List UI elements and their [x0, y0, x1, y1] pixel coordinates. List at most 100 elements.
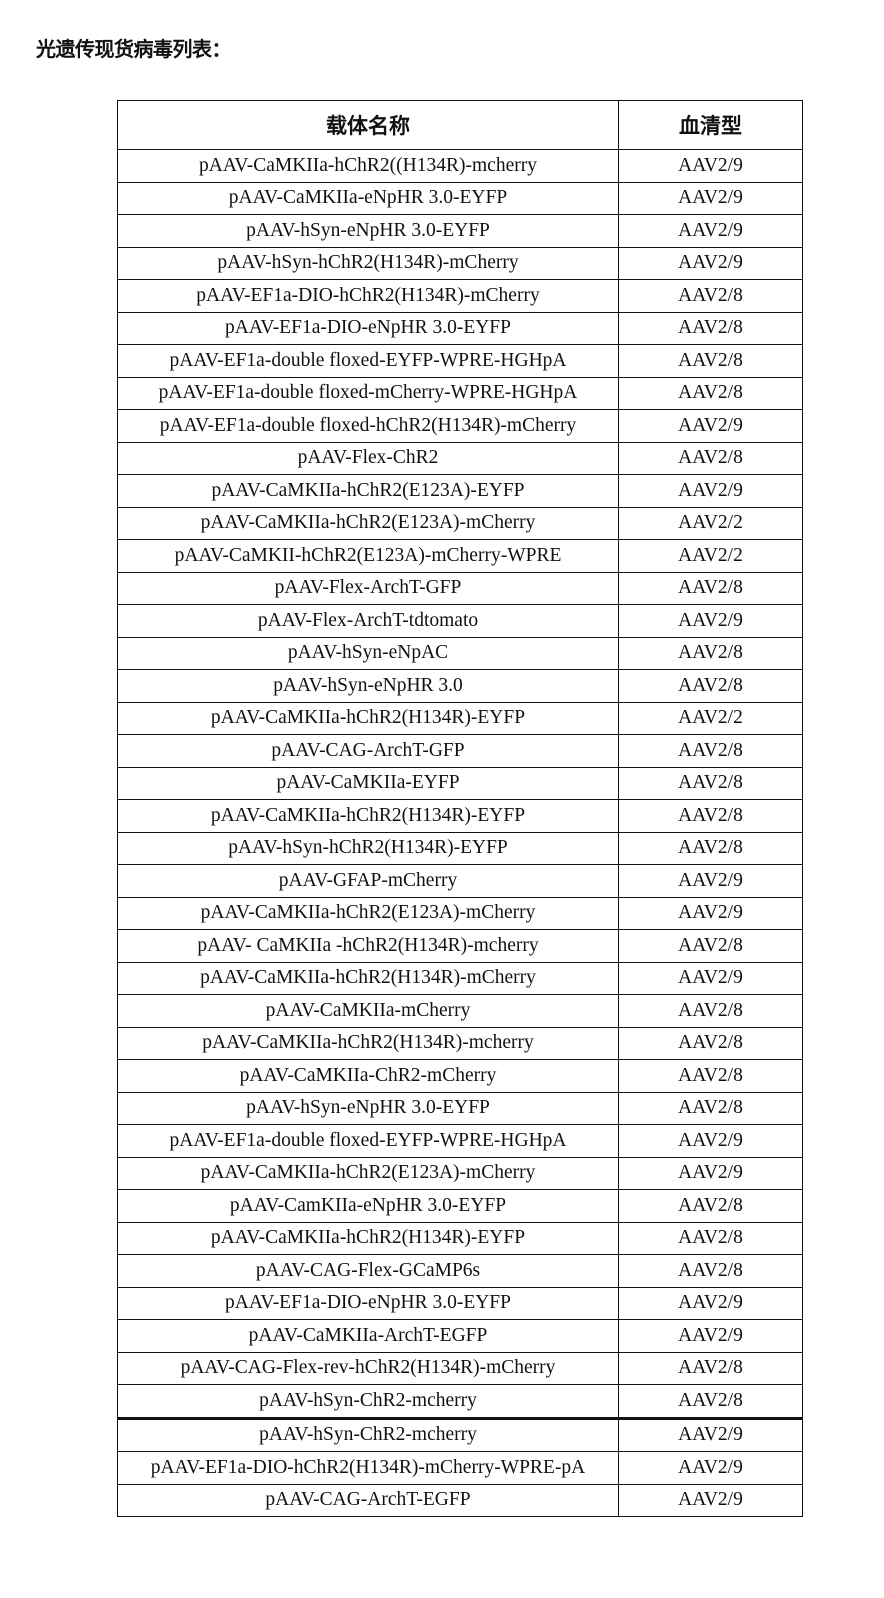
- table-row: pAAV-CAG-ArchT-GFP AAV2/8: [117, 734, 803, 768]
- table-row: pAAV-CaMKIIa-hChR2(H134R)-mCherry AAV2/9: [117, 961, 803, 995]
- vector-name-cell: pAAV-CamKIIa-eNpHR 3.0-EYFP: [117, 1189, 619, 1223]
- serotype-cell: AAV2/8: [618, 1189, 803, 1223]
- table-row: pAAV-CaMKIIa-hChR2(E123A)-mCherry AAV2/9: [117, 896, 803, 930]
- serotype-cell: AAV2/8: [618, 1026, 803, 1060]
- vector-name-cell: pAAV-GFAP-mCherry: [117, 864, 619, 898]
- vector-name-cell: pAAV-CaMKIIa-hChR2(H134R)-EYFP: [117, 701, 619, 735]
- vector-name-cell: pAAV-EF1a-double floxed-mCherry-WPRE-HGH…: [117, 376, 619, 410]
- table-row: pAAV- CaMKIIa -hChR2(H134R)-mcherry AAV2/…: [117, 929, 803, 963]
- table-row: pAAV-Flex-ArchT-tdtomato AAV2/9: [117, 604, 803, 638]
- table-row: pAAV-hSyn-eNpHR 3.0 AAV2/8: [117, 669, 803, 703]
- serotype-cell: AAV2/9: [618, 246, 803, 280]
- serotype-cell: AAV2/8: [618, 441, 803, 475]
- table-row: pAAV-CAG-Flex-rev-hChR2(H134R)-mCherry AA…: [117, 1351, 803, 1385]
- vector-name-cell: pAAV-Flex-ArchT-tdtomato: [117, 604, 619, 638]
- table-row: pAAV-CaMKIIa-hChR2(E123A)-mCherry AAV2/2: [117, 506, 803, 540]
- vector-name-cell: pAAV-EF1a-double floxed-EYFP-WPRE-HGHpA: [117, 1124, 619, 1158]
- serotype-cell: AAV2/8: [618, 344, 803, 378]
- serotype-cell: AAV2/9: [618, 604, 803, 638]
- table-row: pAAV-CaMKII-hChR2(E123A)-mCherry-WPRE AAV…: [117, 539, 803, 573]
- serotype-cell: AAV2/8: [618, 279, 803, 313]
- serotype-cell: AAV2/8: [618, 734, 803, 768]
- table-row: pAAV-CAG-Flex-GCaMP6s AAV2/8: [117, 1254, 803, 1288]
- vector-name-cell: pAAV-Flex-ArchT-GFP: [117, 571, 619, 605]
- vector-name-cell: pAAV-EF1a-DIO-eNpHR 3.0-EYFP: [117, 1286, 619, 1320]
- vector-name-cell: pAAV-hSyn-eNpAC: [117, 636, 619, 670]
- vector-name-cell: pAAV-CaMKIIa-hChR2(E123A)-mCherry: [117, 896, 619, 930]
- table-row: pAAV-CamKIIa-eNpHR 3.0-EYFP AAV2/8: [117, 1189, 803, 1223]
- vector-name-cell: pAAV-CaMKIIa-ChR2-mCherry: [117, 1059, 619, 1093]
- table-row: pAAV-CaMKIIa-hChR2(E123A)-mCherry AAV2/9: [117, 1156, 803, 1190]
- table-row: pAAV-EF1a-double floxed-EYFP-WPRE-HGHpA A…: [117, 1124, 803, 1158]
- vector-name-cell: pAAV-CaMKIIa-mCherry: [117, 994, 619, 1028]
- vector-name-cell: pAAV-CaMKIIa-hChR2(H134R)-mCherry: [117, 961, 619, 995]
- vector-name-cell: pAAV-EF1a-DIO-eNpHR 3.0-EYFP: [117, 311, 619, 345]
- vector-name-cell: pAAV-CaMKIIa-hChR2((H134R)-mcherry: [117, 149, 619, 183]
- serotype-cell: AAV2/9: [618, 149, 803, 183]
- serotype-cell: AAV2/2: [618, 539, 803, 573]
- table-row: pAAV-CaMKIIa-ArchT-EGFP AAV2/9: [117, 1319, 803, 1353]
- serotype-cell: AAV2/8: [618, 929, 803, 963]
- serotype-cell: AAV2/8: [618, 831, 803, 865]
- header-serotype: 血清型: [618, 100, 803, 150]
- page-title: 光遗传现货病毒列表：: [36, 37, 232, 61]
- table-row: pAAV-hSyn-eNpHR 3.0-EYFP AAV2/9: [117, 214, 803, 248]
- vector-name-cell: pAAV-CAG-Flex-rev-hChR2(H134R)-mCherry: [117, 1351, 619, 1385]
- table-header-row: 载体名称 血清型: [117, 100, 803, 150]
- serotype-cell: AAV2/9: [618, 961, 803, 995]
- table-row: pAAV-EF1a-DIO-eNpHR 3.0-EYFP AAV2/9: [117, 1286, 803, 1320]
- serotype-cell: AAV2/8: [618, 1221, 803, 1255]
- vector-name-cell: pAAV-CAG-ArchT-GFP: [117, 734, 619, 768]
- vector-name-cell: pAAV-CaMKIIa-hChR2(H134R)-mcherry: [117, 1026, 619, 1060]
- table-row: pAAV-CaMKIIa-hChR2(H134R)-mcherry AAV2/8: [117, 1026, 803, 1060]
- table-row: pAAV-hSyn-hChR2(H134R)-mCherry AAV2/9: [117, 246, 803, 280]
- table-row: pAAV-EF1a-double floxed-mCherry-WPRE-HGH…: [117, 376, 803, 410]
- serotype-cell: AAV2/9: [618, 214, 803, 248]
- vector-name-cell: pAAV-CAG-Flex-GCaMP6s: [117, 1254, 619, 1288]
- table-row: pAAV-EF1a-double floxed-EYFP-WPRE-HGHpA A…: [117, 344, 803, 378]
- serotype-cell: AAV2/9: [618, 474, 803, 508]
- serotype-cell: AAV2/8: [618, 311, 803, 345]
- table-row: pAAV-CaMKIIa-eNpHR 3.0-EYFP AAV2/9: [117, 181, 803, 215]
- table-row: pAAV-CaMKIIa-hChR2(H134R)-EYFP AAV2/2: [117, 701, 803, 735]
- vector-name-cell: pAAV-CaMKIIa-ArchT-EGFP: [117, 1319, 619, 1353]
- vector-name-cell: pAAV-hSyn-hChR2(H134R)-mCherry: [117, 246, 619, 280]
- vector-name-cell: pAAV-hSyn-eNpHR 3.0: [117, 669, 619, 703]
- serotype-cell: AAV2/9: [618, 1483, 803, 1517]
- serotype-cell: AAV2/2: [618, 701, 803, 735]
- serotype-cell: AAV2/9: [618, 1416, 803, 1452]
- vector-name-cell: pAAV-EF1a-DIO-hChR2(H134R)-mCherry-WPRE-…: [117, 1451, 619, 1485]
- table-row: pAAV-CaMKIIa-hChR2(E123A)-EYFP AAV2/9: [117, 474, 803, 508]
- vector-name-cell: pAAV-CaMKIIa-hChR2(E123A)-mCherry: [117, 506, 619, 540]
- table-row: pAAV-Flex-ChR2 AAV2/8: [117, 441, 803, 475]
- table-row: pAAV-hSyn-eNpHR 3.0-EYFP AAV2/8: [117, 1091, 803, 1125]
- table-row: pAAV-CaMKIIa-hChR2(H134R)-EYFP AAV2/8: [117, 799, 803, 833]
- vector-name-cell: pAAV-CAG-ArchT-EGFP: [117, 1483, 619, 1517]
- serotype-cell: AAV2/9: [618, 1124, 803, 1158]
- vector-name-cell: pAAV-hSyn-ChR2-mcherry: [117, 1416, 619, 1452]
- vector-name-cell: pAAV- CaMKIIa -hChR2(H134R)-mcherry: [117, 929, 619, 963]
- serotype-cell: AAV2/9: [618, 1319, 803, 1353]
- table-row: pAAV-GFAP-mCherry AAV2/9: [117, 864, 803, 898]
- vector-name-cell: pAAV-CaMKIIa-hChR2(E123A)-mCherry: [117, 1156, 619, 1190]
- vector-name-cell: pAAV-hSyn-eNpHR 3.0-EYFP: [117, 1091, 619, 1125]
- vector-name-cell: pAAV-CaMKIIa-hChR2(H134R)-EYFP: [117, 799, 619, 833]
- serotype-cell: AAV2/8: [618, 799, 803, 833]
- serotype-cell: AAV2/9: [618, 409, 803, 443]
- vector-name-cell: pAAV-CaMKII-hChR2(E123A)-mCherry-WPRE: [117, 539, 619, 573]
- table-row: pAAV-EF1a-DIO-hChR2(H134R)-mCherry-WPRE-…: [117, 1451, 803, 1485]
- table-row: pAAV-Flex-ArchT-GFP AAV2/8: [117, 571, 803, 605]
- vector-name-cell: pAAV-CaMKIIa-eNpHR 3.0-EYFP: [117, 181, 619, 215]
- serotype-cell: AAV2/2: [618, 506, 803, 540]
- table-row: pAAV-CaMKIIa-ChR2-mCherry AAV2/8: [117, 1059, 803, 1093]
- vector-name-cell: pAAV-CaMKIIa-EYFP: [117, 766, 619, 800]
- table-row: pAAV-hSyn-ChR2-mcherry AAV2/9: [117, 1416, 803, 1452]
- serotype-cell: AAV2/8: [618, 1059, 803, 1093]
- serotype-cell: AAV2/8: [618, 376, 803, 410]
- serotype-cell: AAV2/9: [618, 181, 803, 215]
- vector-name-cell: pAAV-CaMKIIa-hChR2(E123A)-EYFP: [117, 474, 619, 508]
- vector-name-cell: pAAV-hSyn-ChR2-mcherry: [117, 1384, 619, 1419]
- serotype-cell: AAV2/9: [618, 896, 803, 930]
- serotype-cell: AAV2/8: [618, 636, 803, 670]
- vector-name-cell: pAAV-EF1a-DIO-hChR2(H134R)-mCherry: [117, 279, 619, 313]
